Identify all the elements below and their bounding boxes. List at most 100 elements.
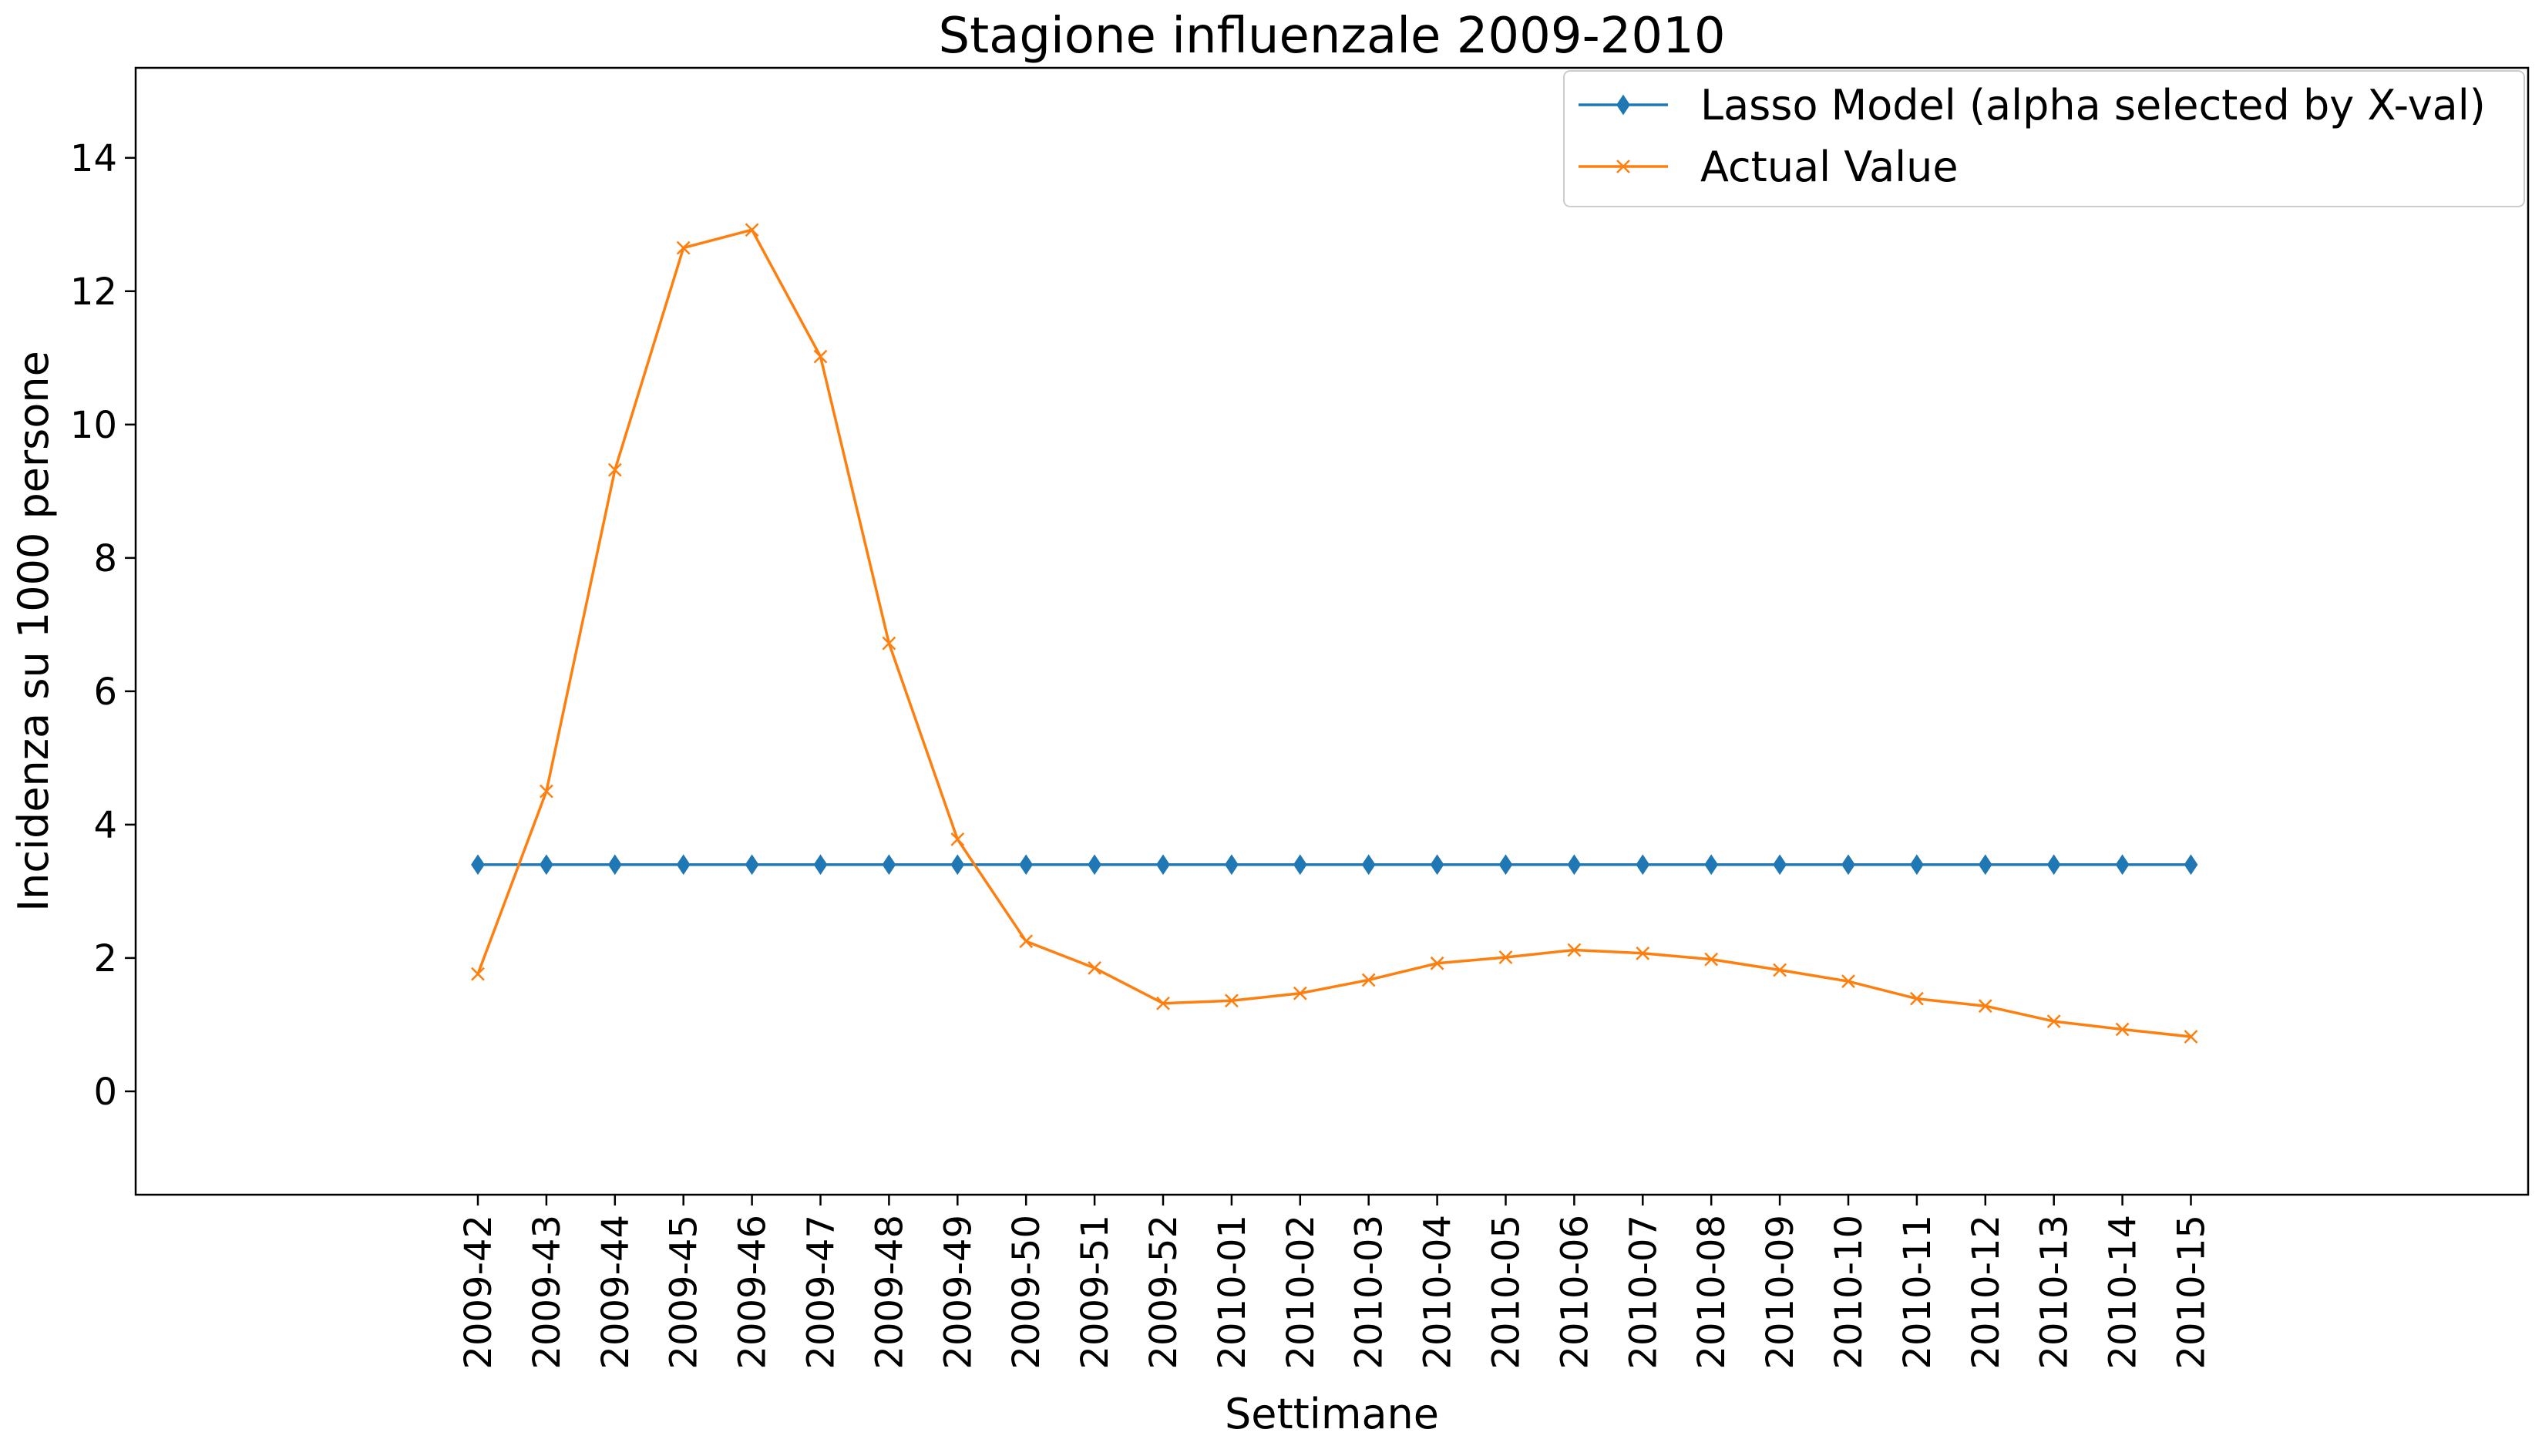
x-tick-label: 2009-45 <box>663 1215 706 1370</box>
data-point <box>1019 934 1034 949</box>
data-point <box>2184 1030 2198 1044</box>
data-point <box>471 854 485 876</box>
data-point <box>1156 854 1170 876</box>
data-point <box>1361 973 1376 987</box>
data-point <box>1498 950 1513 964</box>
x-tick-label: 2010-04 <box>1417 1215 1460 1370</box>
data-point <box>1636 854 1650 876</box>
x-axis: 2009-42 2009-43 2009-44 2009-45 2009-46 2009-… <box>457 1195 2214 1370</box>
data-point <box>1616 160 1630 173</box>
y-tick-label: 6 <box>93 671 117 714</box>
x-tick-label: 2010-02 <box>1279 1215 1323 1370</box>
data-point <box>950 854 965 876</box>
data-point <box>1088 854 1102 876</box>
data-point <box>813 854 828 876</box>
data-point <box>1773 963 1787 977</box>
data-point <box>1773 854 1787 876</box>
data-point <box>676 854 691 876</box>
x-tick-label: 2010-08 <box>1690 1215 1733 1370</box>
series-layer <box>471 223 2198 1044</box>
legend-item: Lasso Model (alpha selected by X-val) <box>1579 81 2486 129</box>
x-tick-label: 2009-50 <box>1005 1215 1048 1370</box>
y-tick-label: 12 <box>70 271 117 314</box>
x-tick-label: 2009-44 <box>594 1215 637 1370</box>
data-point <box>1224 854 1239 876</box>
chart-title: Stagione influenzale 2009-2010 <box>938 8 1725 65</box>
x-tick-label: 2010-12 <box>1965 1215 2008 1370</box>
data-point <box>950 832 965 846</box>
x-tick-label: 2010-10 <box>1827 1215 1871 1370</box>
data-point <box>676 240 691 255</box>
x-tick-label: 2009-42 <box>457 1215 500 1370</box>
data-point <box>1225 994 1239 1008</box>
y-tick-label: 14 <box>70 137 117 180</box>
data-point <box>1636 946 1650 960</box>
y-tick-label: 8 <box>93 537 117 580</box>
legend-label: Actual Value <box>1700 143 1959 191</box>
data-point <box>1430 956 1444 970</box>
y-axis: 0 2 4 6 8 10 12 14 <box>70 137 136 1114</box>
y-tick-label: 2 <box>93 937 117 980</box>
x-tick-label: 2010-05 <box>1485 1215 1528 1370</box>
x-tick-label: 2009-46 <box>731 1215 775 1370</box>
data-point <box>539 854 553 876</box>
data-point <box>1361 854 1376 876</box>
data-point <box>1841 974 1855 989</box>
x-tick-label: 2010-14 <box>2102 1215 2145 1370</box>
data-point <box>607 462 622 477</box>
data-point <box>882 854 896 876</box>
data-point <box>1156 996 1170 1010</box>
x-tick-label: 2009-49 <box>936 1215 980 1370</box>
data-point <box>540 784 553 799</box>
x-tick-label: 2010-13 <box>2033 1215 2076 1370</box>
legend: Lasso Model (alpha selected by X-val) Act… <box>1563 70 2525 207</box>
data-point <box>1567 854 1582 876</box>
data-point <box>2184 854 2198 876</box>
data-point <box>1909 854 1924 876</box>
x-tick-label: 2010-11 <box>1896 1215 1939 1370</box>
x-tick-label: 2010-07 <box>1622 1215 1665 1370</box>
data-point <box>1088 960 1101 975</box>
y-tick-label: 10 <box>70 404 117 447</box>
x-tick-label: 2009-43 <box>526 1215 569 1370</box>
data-point <box>1430 854 1444 876</box>
data-point <box>471 967 485 981</box>
x-tick-label: 2009-48 <box>868 1215 911 1370</box>
data-point <box>882 636 896 651</box>
y-tick-label: 4 <box>93 804 117 847</box>
plot-area <box>134 66 2530 1196</box>
x-tick-label: 2010-06 <box>1553 1215 1596 1370</box>
data-point <box>1019 854 1034 876</box>
data-point <box>1616 94 1630 116</box>
series-line <box>476 228 2191 1038</box>
x-tick-label: 2010-15 <box>2170 1215 2214 1370</box>
data-point <box>2115 854 2130 876</box>
data-point <box>1910 991 1924 1006</box>
x-tick-label: 2009-51 <box>1074 1215 1117 1370</box>
data-point <box>1293 854 1307 876</box>
legend-label: Lasso Model (alpha selected by X-val) <box>1700 81 2486 129</box>
data-point <box>1978 999 1992 1014</box>
data-point <box>2115 1022 2130 1037</box>
data-point <box>745 854 759 876</box>
series <box>471 223 2198 1044</box>
data-point <box>813 349 828 364</box>
data-point <box>2046 1014 2061 1028</box>
data-point <box>1704 952 1719 967</box>
data-point <box>1293 986 1307 1000</box>
x-tick-label: 2010-01 <box>1211 1215 1254 1370</box>
series <box>471 854 2198 876</box>
x-tick-label: 2009-52 <box>1142 1215 1185 1370</box>
data-point <box>607 854 622 876</box>
y-tick-label: 0 <box>93 1071 117 1114</box>
legend-item: Actual Value <box>1579 143 1959 191</box>
data-point <box>1978 854 1992 876</box>
data-point <box>1841 854 1855 876</box>
data-point <box>1567 943 1582 957</box>
x-tick-label: 2009-47 <box>800 1215 843 1370</box>
x-tick-label: 2010-03 <box>1348 1215 1391 1370</box>
y-axis-label: Incidenza su 1000 persone <box>9 351 58 912</box>
x-axis-label: Settimane <box>1225 1390 1439 1438</box>
